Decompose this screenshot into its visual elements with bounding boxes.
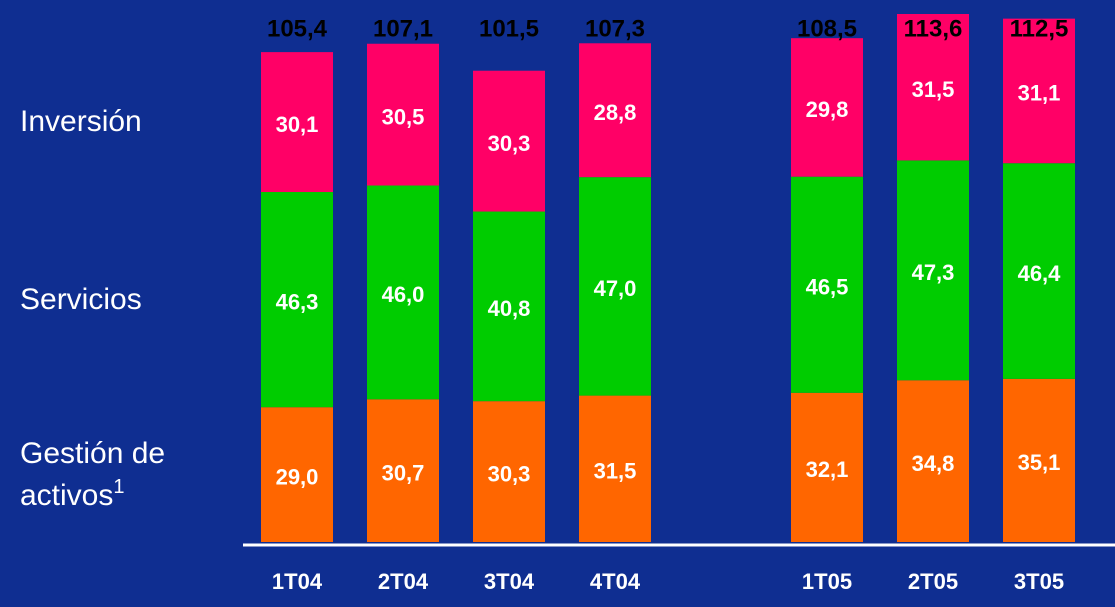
value-label: 47,3 bbox=[912, 260, 955, 285]
bar-segment bbox=[367, 185, 439, 400]
bar-segment bbox=[473, 401, 545, 542]
legend-text: Inversión bbox=[20, 105, 142, 139]
bar-segment bbox=[897, 160, 969, 381]
total-label: 113,6 bbox=[904, 15, 963, 42]
x-tick-label: 3T04 bbox=[484, 569, 535, 594]
value-label: 31,5 bbox=[912, 77, 955, 102]
value-label: 30,3 bbox=[488, 131, 531, 156]
value-label: 31,5 bbox=[594, 459, 637, 484]
value-label: 47,0 bbox=[594, 276, 637, 301]
value-label: 46,3 bbox=[276, 289, 319, 314]
value-label: 32,1 bbox=[806, 457, 849, 482]
value-label: 46,4 bbox=[1018, 261, 1062, 286]
legend-text: Servicios bbox=[20, 282, 142, 316]
bar-segment bbox=[579, 43, 651, 178]
total-label: 112,5 bbox=[1010, 15, 1069, 42]
bar-segment bbox=[367, 43, 439, 186]
x-tick-label: 1T05 bbox=[802, 569, 852, 594]
legend-label: Servicios bbox=[20, 279, 210, 321]
x-tick-label: 4T04 bbox=[590, 569, 641, 594]
total-label: 101,5 bbox=[479, 15, 539, 42]
bar-segment bbox=[261, 192, 333, 408]
bar-segment bbox=[473, 70, 545, 212]
value-label: 34,8 bbox=[912, 451, 955, 476]
legend-label: Gestión de activos1 bbox=[20, 433, 210, 517]
bar-segment bbox=[897, 14, 969, 161]
total-label: 108,5 bbox=[797, 15, 857, 42]
x-tick-label: 2T05 bbox=[908, 569, 958, 594]
bar-segment bbox=[261, 52, 333, 193]
x-tick-label: 1T04 bbox=[272, 569, 323, 594]
value-label: 30,1 bbox=[276, 112, 319, 137]
value-label: 30,3 bbox=[488, 461, 531, 486]
bar-segment bbox=[791, 392, 863, 542]
x-tick-label: 3T05 bbox=[1014, 569, 1064, 594]
total-label: 107,1 bbox=[373, 15, 433, 42]
footnote-mark: 1 bbox=[113, 475, 125, 498]
bar-segment bbox=[1003, 378, 1075, 542]
value-label: 30,5 bbox=[382, 104, 425, 129]
bar-segment bbox=[579, 395, 651, 542]
legend-label: Inversión bbox=[20, 101, 210, 143]
value-label: 46,0 bbox=[382, 282, 425, 307]
value-label: 35,1 bbox=[1018, 450, 1061, 475]
x-tick-label: 2T04 bbox=[378, 569, 429, 594]
value-label: 40,8 bbox=[488, 296, 531, 321]
legend-text: Gestión de activos bbox=[20, 436, 166, 512]
value-label: 28,8 bbox=[594, 100, 637, 125]
total-label: 107,3 bbox=[585, 15, 645, 42]
bar-segment bbox=[473, 211, 545, 402]
total-label: 105,4 bbox=[267, 15, 328, 42]
bar-segment bbox=[579, 177, 651, 396]
value-label: 31,1 bbox=[1018, 81, 1061, 106]
value-label: 29,8 bbox=[806, 97, 849, 122]
value-label: 30,7 bbox=[382, 460, 425, 485]
bar-segment bbox=[261, 407, 333, 542]
bar-segment bbox=[791, 176, 863, 393]
bar-segment bbox=[1003, 163, 1075, 379]
value-label: 46,5 bbox=[806, 275, 849, 300]
bar-segment bbox=[897, 380, 969, 542]
value-label: 29,0 bbox=[276, 464, 319, 489]
bar-segment bbox=[367, 399, 439, 542]
bar-segment bbox=[791, 38, 863, 177]
bar-segment bbox=[1003, 18, 1075, 164]
